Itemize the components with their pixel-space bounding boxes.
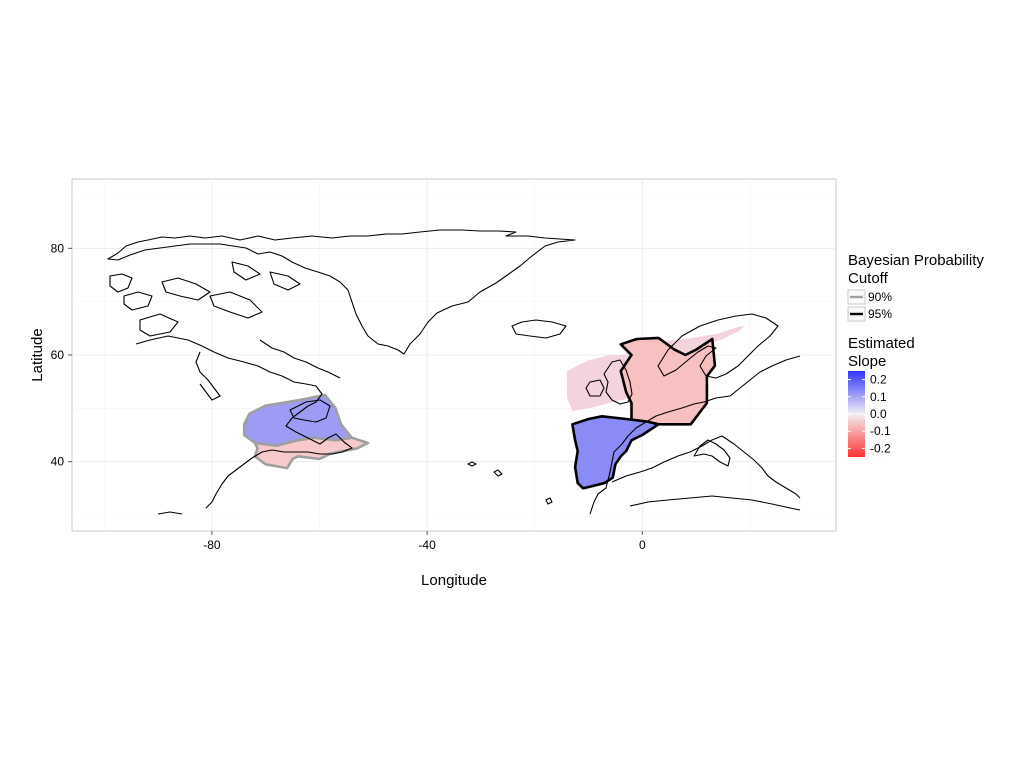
y-tick-label: 80 — [51, 241, 65, 255]
x-tick-label: 0 — [639, 538, 646, 552]
legend-slope: Estimated Slope 0.2 0.1 0.0 -0.1 -0.2 — [848, 335, 915, 457]
y-axis-ticks: 40 60 80 — [51, 241, 72, 469]
coastline-iceland — [511, 319, 567, 339]
coastline-europe — [589, 355, 801, 515]
legend-cutoff-title-line2: Cutoff — [848, 270, 889, 287]
x-axis-ticks: -80 -40 0 — [203, 531, 646, 552]
coastline-italy — [693, 439, 731, 467]
coastline-florida — [157, 511, 183, 515]
y-tick-label: 40 — [51, 455, 65, 469]
coastline-atlantic-islands — [467, 461, 553, 505]
slope-tick-label: -0.1 — [870, 424, 891, 438]
coastline-newfoundland — [289, 399, 331, 423]
coastline-scandinavia — [657, 313, 779, 379]
x-tick-label: -40 — [418, 538, 436, 552]
legend-cutoff-title-line1: Bayesian Probability — [848, 252, 984, 269]
slope-colorbar-ticks: 0.2 0.1 0.0 -0.1 -0.2 — [848, 373, 891, 455]
legend-label-95: 95% — [868, 307, 892, 321]
legend-slope-title-line1: Estimated — [848, 335, 915, 352]
coastline-north-africa — [629, 495, 801, 511]
coastline-north-america — [135, 335, 353, 509]
coastline-ireland — [585, 379, 605, 397]
region-north-sea-baltic — [619, 336, 717, 426]
x-axis-title: Longitude — [421, 572, 487, 589]
legend-label-90: 90% — [868, 290, 892, 304]
y-tick-label: 60 — [51, 348, 65, 362]
legend-cutoff: Bayesian Probability Cutoff 90% 95% — [847, 252, 984, 322]
coastline-arctic-islands — [109, 261, 301, 337]
slope-tick-label: 0.2 — [870, 373, 887, 387]
coastlines — [107, 229, 801, 515]
x-tick-label: -80 — [203, 538, 221, 552]
slope-tick-label: 0.1 — [870, 390, 887, 404]
region-bay-of-biscay — [571, 414, 660, 490]
legend-slope-title-line2: Slope — [848, 353, 886, 370]
slope-colorbar — [848, 371, 865, 457]
y-axis-title: Latitude — [29, 328, 46, 381]
coastline-great-britain — [603, 359, 633, 405]
coastline-hudson-bay — [195, 351, 221, 401]
slope-tick-label: -0.2 — [870, 441, 891, 455]
slope-tick-label: 0.0 — [870, 407, 887, 421]
coastline-greenland — [107, 229, 576, 355]
